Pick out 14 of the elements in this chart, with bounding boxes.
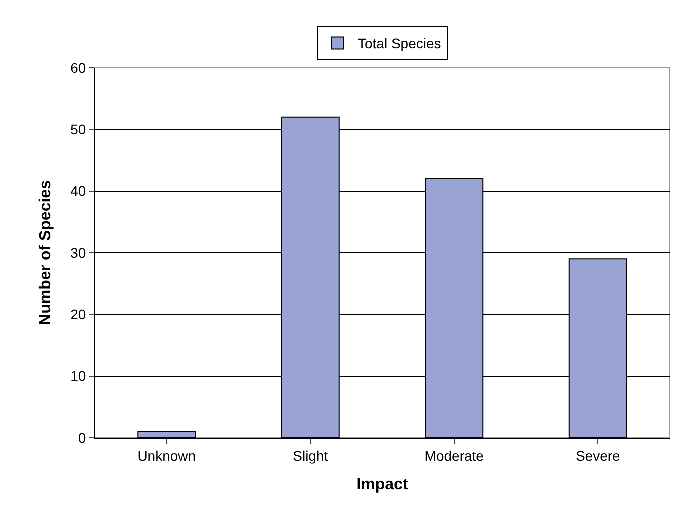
y-tick-label: 20 — [70, 306, 86, 323]
y-tick-label: 40 — [70, 183, 86, 200]
y-tick-label: 60 — [70, 60, 86, 76]
y-tick-label: 0 — [78, 430, 86, 446]
x-tick-label: Severe — [576, 448, 621, 464]
x-tick-label: Moderate — [424, 448, 484, 464]
y-axis-title: Number of Species — [38, 180, 55, 326]
x-axis-title: Impact — [356, 476, 409, 494]
y-tick-label: 10 — [70, 368, 86, 384]
legend-label: Total Species — [358, 36, 442, 52]
y-tick-label: 50 — [70, 122, 86, 138]
x-tick-label: Slight — [293, 448, 328, 464]
x-tick-label: Unknown — [138, 448, 196, 464]
y-tick-label: 30 — [70, 244, 86, 261]
